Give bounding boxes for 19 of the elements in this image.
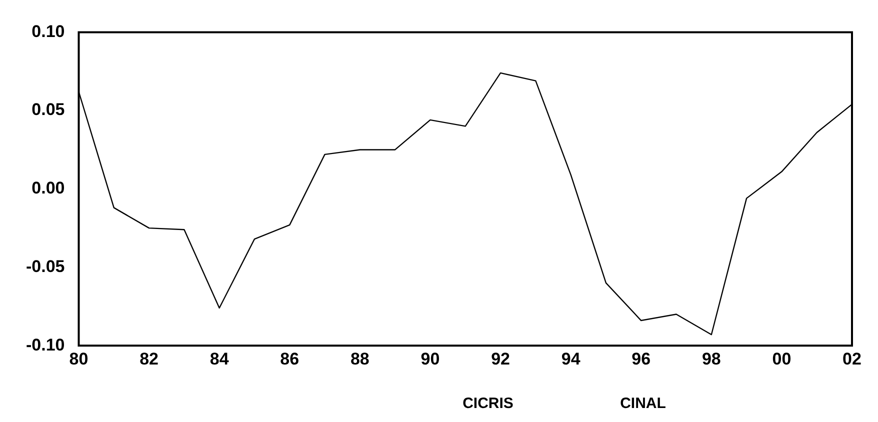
text: CINAL: [620, 395, 666, 412]
x-tick-label: 94: [561, 349, 581, 368]
x-tick-label: 02: [842, 349, 862, 368]
x-tick-label: 80: [69, 349, 88, 368]
y-tick-label: -0.10: [26, 335, 65, 354]
x-tick-label: 92: [491, 349, 510, 368]
x-tick-label: 98: [702, 349, 721, 368]
x-tick-label: 88: [350, 349, 370, 368]
x-tick-label: 96: [632, 349, 651, 368]
y-tick-label: -0.05: [26, 256, 65, 276]
y-tick-label: 0.10: [32, 22, 65, 41]
y-tick-label: 0.05: [32, 100, 65, 120]
x-tick-label: 82: [140, 349, 159, 368]
x-tick-label: 00: [772, 349, 792, 368]
y-tick-label: 0.00: [32, 178, 65, 198]
x-tick-label: 84: [210, 349, 230, 368]
x-tick-label: 86: [280, 349, 300, 368]
x-tick-label: 90: [420, 349, 440, 368]
text: CICRIS: [462, 395, 514, 412]
